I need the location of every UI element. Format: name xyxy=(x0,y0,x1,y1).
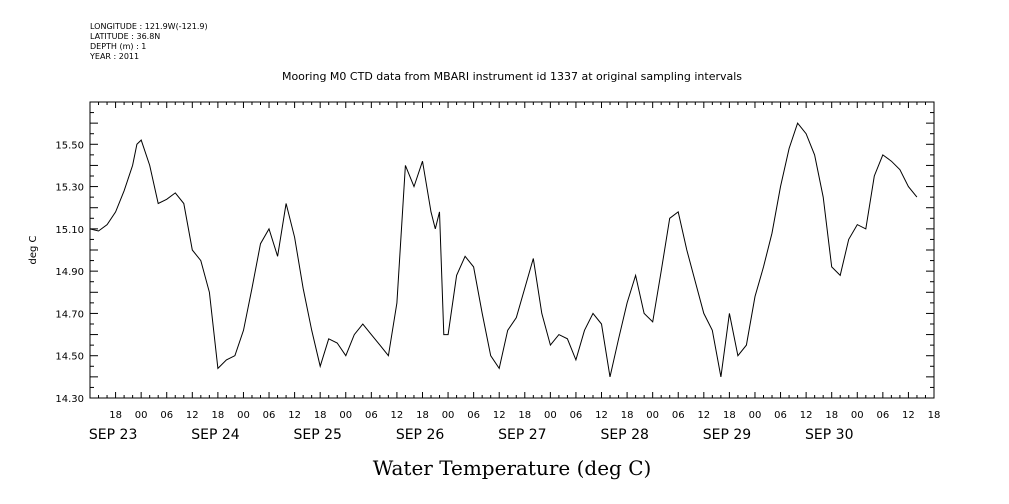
x-hour-label: 12 xyxy=(186,410,199,421)
x-hour-label: 06 xyxy=(876,410,889,421)
x-date-label: SEP 29 xyxy=(703,427,751,443)
x-date-label: SEP 27 xyxy=(498,427,546,443)
x-hour-label: 12 xyxy=(595,410,608,421)
x-date-label: SEP 23 xyxy=(89,427,137,443)
x-hour-label: 06 xyxy=(672,410,685,421)
x-date-label: SEP 25 xyxy=(294,427,342,443)
x-hour-label: 12 xyxy=(391,410,404,421)
latitude-line: LATITUDE : 36.8N xyxy=(90,32,161,41)
y-tick-label: 14.30 xyxy=(55,394,84,405)
x-hour-label: 06 xyxy=(467,410,480,421)
x-hour-labels: 18 00 06 12 18 00 06 12 18 00 06 12 18 00 06 12 18 00 06 12… xyxy=(109,410,940,421)
x-hour-label: 00 xyxy=(749,410,762,421)
x-date-label: SEP 24 xyxy=(191,427,240,443)
x-hour-label: 06 xyxy=(263,410,276,421)
y-axis-label: deg C xyxy=(28,235,39,264)
x-date-label: SEP 28 xyxy=(600,427,648,443)
y-tick-label: 15.10 xyxy=(55,225,84,236)
x-hour-label: 12 xyxy=(493,410,506,421)
x-hour-label: 18 xyxy=(212,410,225,421)
x-date-label: SEP 26 xyxy=(396,427,445,443)
x-hour-label: 18 xyxy=(314,410,327,421)
longitude-line: LONGITUDE : 121.9W(-121.9) xyxy=(90,22,208,31)
x-hour-label: 00 xyxy=(237,410,250,421)
chart-title: Mooring M0 CTD data from MBARI instrumen… xyxy=(282,70,742,83)
x-hour-label: 00 xyxy=(339,410,352,421)
x-hour-label: 00 xyxy=(646,410,659,421)
depth-line: DEPTH (m) : 1 xyxy=(90,42,147,51)
year-line: YEAR : 2011 xyxy=(90,52,140,61)
x-hour-label: 00 xyxy=(851,410,864,421)
x-hour-label: 00 xyxy=(135,410,148,421)
y-tick-label: 15.50 xyxy=(55,140,84,151)
x-axis-title: Water Temperature (deg C) xyxy=(373,456,652,480)
x-hour-label: 12 xyxy=(800,410,813,421)
x-hour-label: 18 xyxy=(109,410,122,421)
x-hour-label: 18 xyxy=(621,410,634,421)
x-hour-label: 06 xyxy=(570,410,583,421)
y-tick-label: 14.50 xyxy=(55,352,84,363)
y-tick-labels: 14.30 14.50 14.70 14.90 15.10 15.30 15.50 xyxy=(55,140,84,405)
metadata-block: LONGITUDE : 121.9W(-121.9) LATITUDE : 36… xyxy=(90,22,208,62)
x-hour-label: 00 xyxy=(544,410,557,421)
x-hour-label: 00 xyxy=(442,410,455,421)
x-hour-label: 18 xyxy=(518,410,531,421)
x-hour-label: 18 xyxy=(825,410,838,421)
x-hour-label: 06 xyxy=(774,410,787,421)
x-hour-label: 18 xyxy=(928,410,941,421)
x-hour-label: 18 xyxy=(723,410,736,421)
x-hour-label: 12 xyxy=(288,410,301,421)
x-hour-label: 12 xyxy=(902,410,915,421)
water-temperature-line xyxy=(89,122,918,378)
x-hour-label: 18 xyxy=(416,410,429,421)
x-hour-label: 12 xyxy=(697,410,710,421)
y-tick-label: 15.30 xyxy=(55,183,84,194)
y-tick-label: 14.70 xyxy=(55,309,84,320)
x-hour-label: 06 xyxy=(160,410,173,421)
plot-frame xyxy=(89,101,935,399)
axis-ticks xyxy=(89,101,935,399)
x-date-labels: SEP 23 SEP 24 SEP 25 SEP 26 SEP 27 SEP 28 SEP … xyxy=(89,427,854,443)
x-date-label: SEP 30 xyxy=(805,427,853,443)
y-tick-label: 14.90 xyxy=(55,267,84,278)
x-hour-label: 06 xyxy=(365,410,378,421)
